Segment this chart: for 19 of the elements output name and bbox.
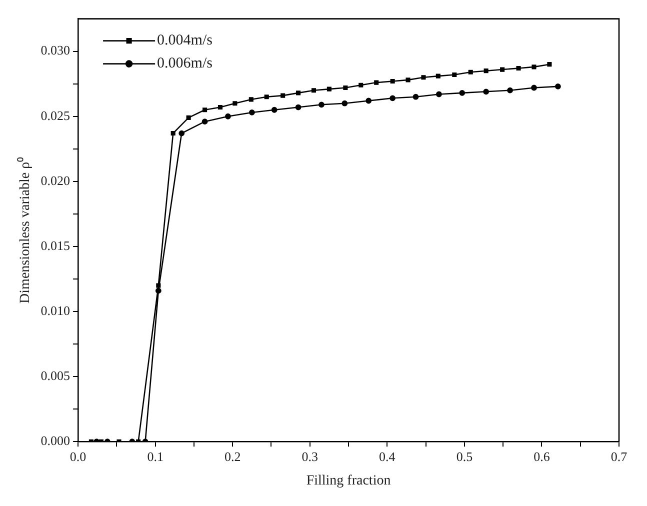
- x-tick-label: 0.2: [224, 448, 241, 464]
- x-axis-title: Filling fraction: [306, 473, 391, 488]
- y-tick-label: 0.015: [40, 238, 70, 253]
- x-tick-label: 0.5: [456, 448, 473, 464]
- y-tick-label: 0.010: [40, 302, 70, 318]
- y-tick-label: 0.020: [40, 172, 70, 188]
- y-tick-label: 0.005: [40, 368, 70, 383]
- x-tick-label: 0.3: [302, 448, 318, 464]
- legend-label: 0.006m/s: [157, 56, 213, 72]
- x-tick-label: 0.0: [70, 448, 86, 464]
- x-tick-label: 0.1: [147, 448, 164, 464]
- y-tick-label: 0.025: [40, 108, 70, 123]
- y-tick-label: 0.030: [40, 42, 70, 58]
- y-tick-label: 0.000: [40, 433, 70, 448]
- y-axis-title: Dimensionless variable ρ⁰: [17, 156, 34, 304]
- legend-label: 0.004m/s: [157, 32, 213, 49]
- x-tick-label: 0.4: [379, 448, 396, 464]
- x-tick-label: 0.7: [610, 448, 628, 464]
- x-tick-label: 0.6: [534, 448, 550, 464]
